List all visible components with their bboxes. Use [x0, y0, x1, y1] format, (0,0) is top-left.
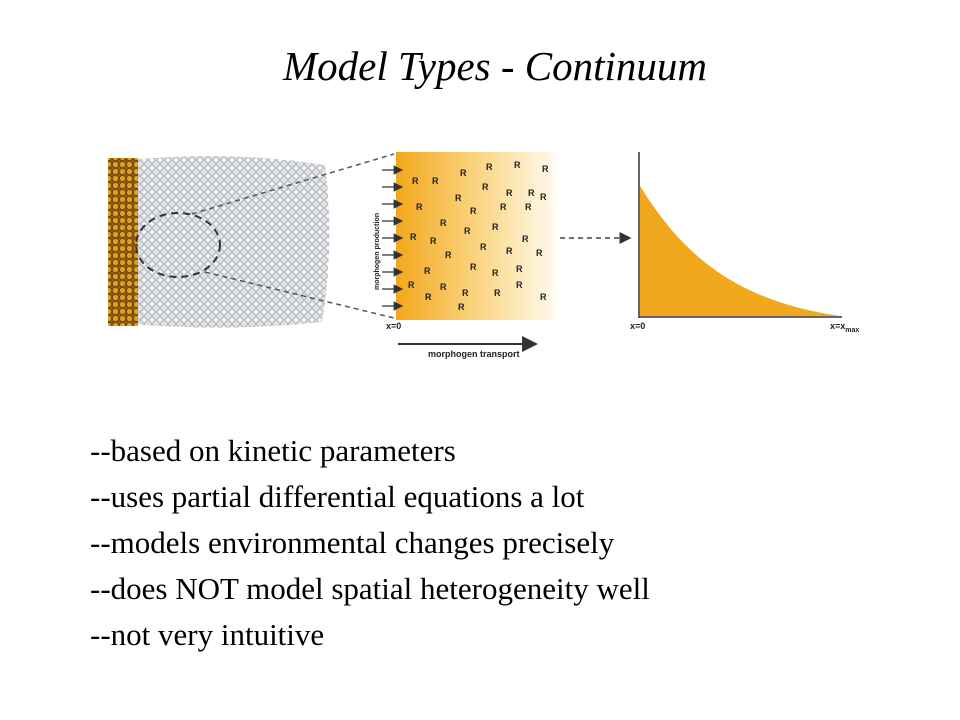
receptor: R	[430, 236, 437, 246]
production-arrows	[382, 165, 404, 311]
receptor: R	[440, 218, 447, 228]
receptor: R	[486, 162, 493, 172]
receptor: R	[480, 242, 487, 252]
x0-label: x=0	[386, 321, 401, 331]
receptor: R	[458, 302, 465, 312]
bullet: --uses partial differential equations a …	[90, 479, 585, 514]
graph-end-label: x=xmax	[830, 321, 859, 334]
receptor: R	[410, 232, 417, 242]
receptor: R	[525, 202, 532, 212]
receptor: R	[445, 250, 452, 260]
receptor: R	[425, 292, 432, 302]
gradient-box	[396, 152, 556, 320]
receptor: R	[516, 264, 523, 274]
receptor: R	[528, 188, 535, 198]
graph-end-sub: max	[845, 327, 859, 334]
receptor: R	[462, 288, 469, 298]
receptor: R	[455, 193, 462, 203]
bullet: --based on kinetic parameters	[90, 433, 456, 468]
receptor: R	[516, 280, 523, 290]
zoom-line	[204, 271, 395, 319]
receptor: R	[506, 246, 513, 256]
zoom-line	[191, 153, 395, 215]
receptor: R	[416, 202, 423, 212]
transport-label: morphogen transport	[428, 349, 520, 359]
bullet: --not very intuitive	[90, 617, 325, 652]
receptor: R	[470, 262, 477, 272]
receptor: R	[460, 168, 467, 178]
receptor: R	[492, 222, 499, 232]
receptor: R	[440, 282, 447, 292]
receptor: R	[506, 188, 513, 198]
receptor: R	[494, 288, 501, 298]
graph-end-main: x=x	[830, 321, 845, 331]
receptor: R	[412, 176, 419, 186]
zoom-ellipse	[135, 212, 221, 278]
receptor: R	[408, 280, 415, 290]
receptor: R	[482, 182, 489, 192]
receptor: R	[540, 192, 547, 202]
receptor: R	[542, 164, 549, 174]
slide-title: Model Types - Continuum	[283, 43, 707, 89]
graph-origin-label: x=0	[630, 321, 645, 331]
bullet: --models environmental changes precisely	[90, 525, 615, 560]
receptor: R	[424, 266, 431, 276]
cell-tissue	[130, 156, 330, 328]
receptor: R	[536, 248, 543, 258]
receptor: R	[432, 176, 439, 186]
receptor: R	[500, 202, 507, 212]
bullet-list: --based on kinetic parameters --uses part…	[90, 428, 650, 658]
receptor: R	[464, 226, 471, 236]
receptor: R	[514, 160, 521, 170]
bullet: --does NOT model spatial heterogeneity w…	[90, 571, 650, 606]
receptor: R	[540, 292, 547, 302]
source-cells	[108, 158, 138, 326]
receptor: R	[470, 206, 477, 216]
production-label: morphogen production	[374, 213, 381, 290]
receptor: R	[492, 268, 499, 278]
receptor: R	[522, 234, 529, 244]
concentration-curve	[640, 186, 840, 316]
